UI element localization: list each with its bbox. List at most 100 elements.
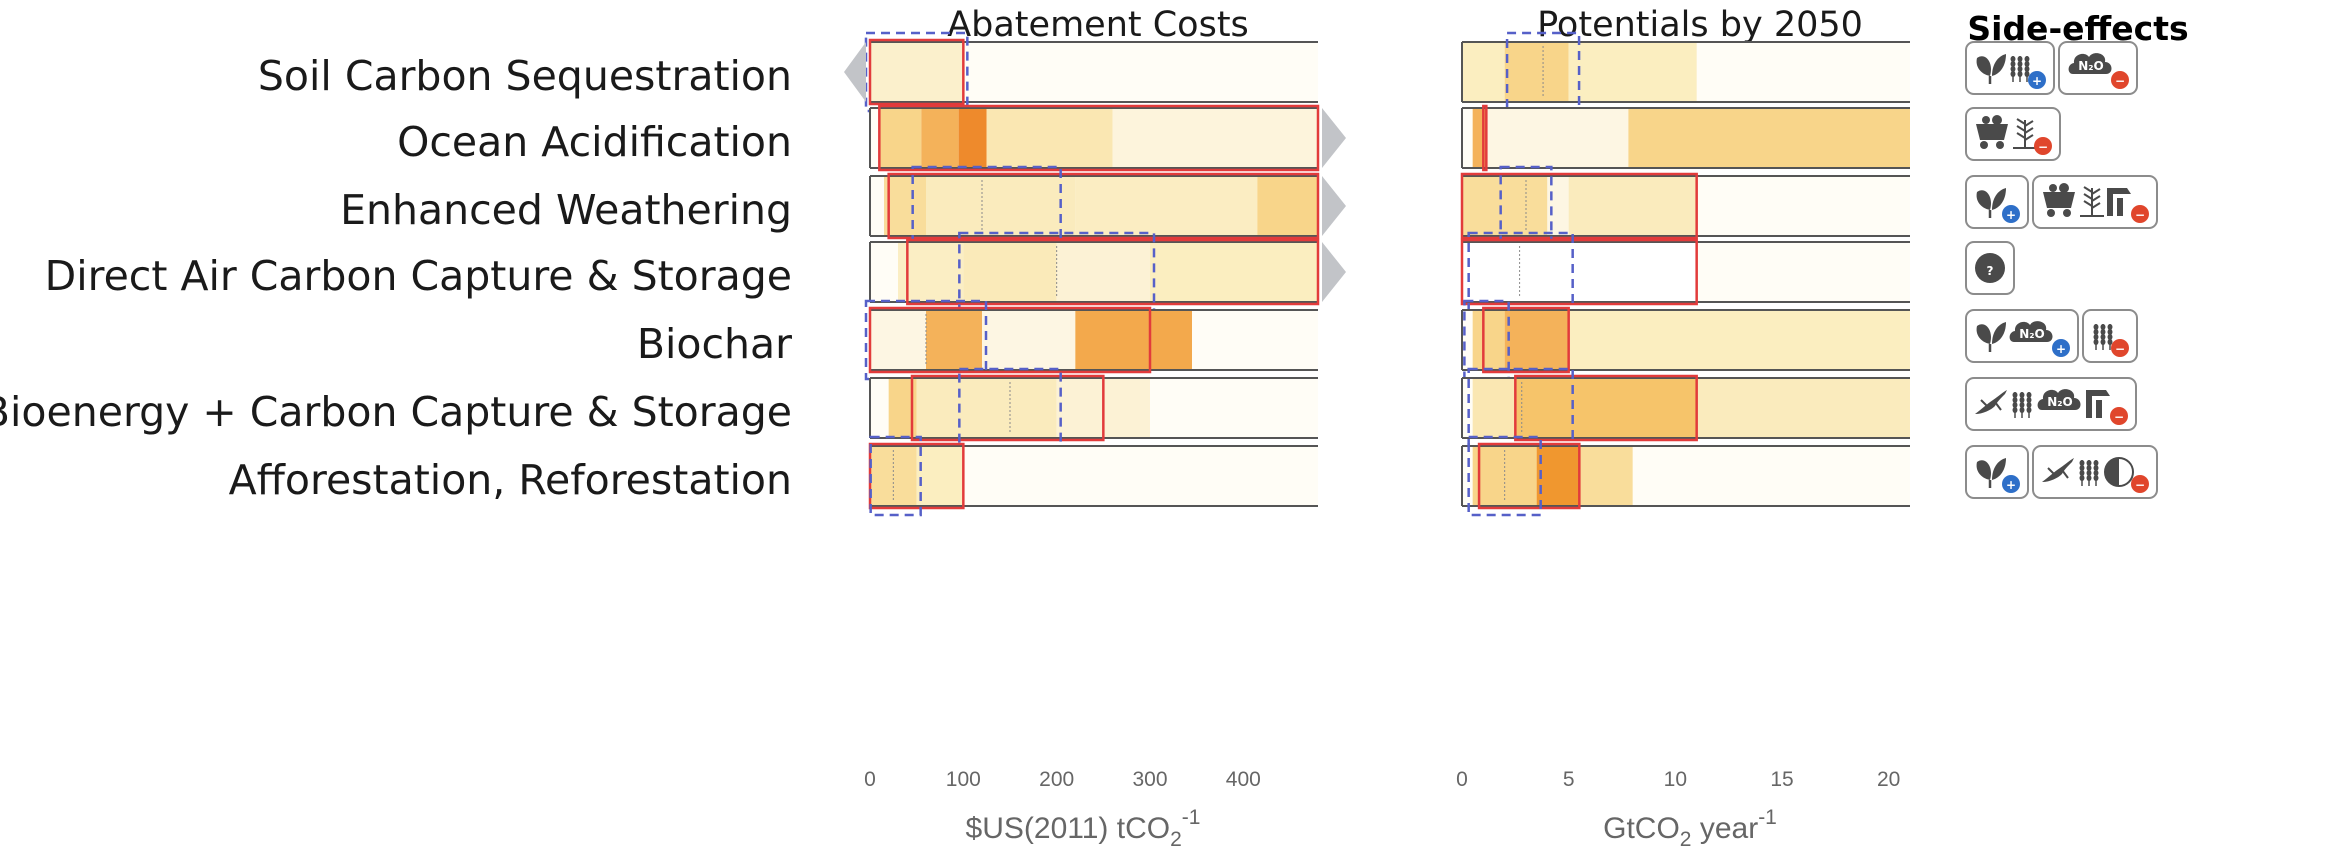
plant-branch xyxy=(2091,188,2101,195)
cart-rock xyxy=(1982,116,1990,124)
grain-kernel xyxy=(2093,475,2099,481)
costs-dashed-box xyxy=(958,231,1156,313)
question-icon: ? xyxy=(1975,253,2005,283)
water-plant-icon xyxy=(2013,118,2037,149)
side-effect-group: N₂O + xyxy=(1965,309,2079,363)
grain-kernel xyxy=(2012,402,2018,408)
potentials-heat-segment xyxy=(1515,378,1697,438)
mining-cart-icon xyxy=(2043,183,2075,217)
sign-symbol: − xyxy=(2114,410,2124,424)
potentials-heat-segment xyxy=(1504,42,1569,102)
row-label-direct-air-carbon-capture-storage: Direct Air Carbon Capture & Storage xyxy=(45,252,792,300)
cart-wheel xyxy=(1980,141,1988,149)
lizard-icon xyxy=(2042,458,2074,482)
leaf-shape xyxy=(1976,56,1991,76)
factory-chimney xyxy=(2086,390,2092,418)
side-effect-group: + xyxy=(1965,175,2029,229)
leaf-icon xyxy=(1976,458,2006,488)
row-label-ocean-acidification: Ocean Acidification xyxy=(397,118,792,166)
potentials-panel: 0 5 10 15 20 xyxy=(1456,31,1910,791)
sign-symbol: − xyxy=(2135,208,2145,222)
side-effect-group: − xyxy=(1965,107,2061,161)
negative-sign-icon: − xyxy=(2034,137,2052,155)
leaf-icon xyxy=(1976,322,2006,352)
grain-kernel xyxy=(2093,324,2099,330)
costs-row-bioenergy-carbon-capture-storage xyxy=(869,367,1318,449)
grain-kernel xyxy=(2026,392,2032,398)
sign-circle xyxy=(2131,475,2149,493)
lizard-leg xyxy=(1980,399,1988,407)
potentials-range-box xyxy=(1514,374,1698,442)
sign-circle xyxy=(2002,475,2020,493)
potentials-heat-segment xyxy=(1568,310,1910,370)
negative-sign-icon: − xyxy=(2111,339,2129,357)
grain-kernel xyxy=(2026,407,2032,413)
cart-wheel xyxy=(1996,141,2004,149)
costs-heat-segment xyxy=(982,310,1076,370)
cart-wheel xyxy=(2063,209,2071,217)
negative-sign-icon: − xyxy=(2110,407,2128,425)
factory-chimney xyxy=(2117,198,2123,216)
sign-symbol: − xyxy=(2115,342,2125,356)
side-effect-group: − xyxy=(2082,309,2138,363)
costs-heat-segment xyxy=(916,446,964,506)
costs-heat-segment xyxy=(958,108,987,168)
potentials-row-enhanced-weathering xyxy=(1460,165,1910,247)
cart-rock xyxy=(1992,115,2002,125)
plant-branch xyxy=(2024,120,2034,127)
grain-kernel xyxy=(2100,334,2106,340)
row-label-soil-carbon-sequestration: Soil Carbon Sequestration xyxy=(258,52,792,100)
cart-body xyxy=(1976,124,2008,140)
grain-kernel xyxy=(2010,66,2016,72)
side-effects-soil-carbon-sequestration: + N₂O− xyxy=(1965,41,2138,95)
potentials-dashed-box xyxy=(1467,435,1542,517)
side-effects-ocean-acidification: − xyxy=(1965,107,2061,161)
potentials-column-title: Potentials by 2050 xyxy=(1537,5,1863,45)
grain-kernel xyxy=(2017,61,2023,67)
grain-kernel xyxy=(2100,324,2106,330)
grain-kernel xyxy=(2017,66,2023,72)
costs-heat-segment xyxy=(1075,176,1258,236)
grain-kernel xyxy=(2010,61,2016,67)
n2o-label: N₂O xyxy=(2047,395,2073,409)
lizard-icon xyxy=(1975,390,2007,414)
plant-branch xyxy=(2016,125,2026,132)
costs-row-afforestation-reforestation xyxy=(868,435,1318,517)
plant-branch xyxy=(2091,195,2101,202)
potentials-heat-segment xyxy=(1462,176,1548,236)
grain-kernel xyxy=(2079,475,2085,481)
factory-icon xyxy=(2107,188,2131,216)
side-effects-afforestation-reforestation: + − xyxy=(1965,445,2158,499)
costs-tick-label: 100 xyxy=(946,768,981,791)
grain-icon xyxy=(2010,56,2030,82)
grain-kernel xyxy=(2093,460,2099,466)
side-effects-biochar: N₂O + − xyxy=(1965,309,2138,363)
grain-kernel xyxy=(2012,397,2018,403)
grain-kernel xyxy=(2093,465,2099,471)
potentials-heat-segment xyxy=(1696,378,1910,438)
grain-icon xyxy=(2012,392,2032,418)
lizard-leg xyxy=(2047,467,2055,475)
grain-kernel xyxy=(2086,460,2092,466)
cloud-shape xyxy=(2009,321,2053,342)
costs-heat-segment xyxy=(1075,310,1192,370)
grain-kernel xyxy=(2086,475,2092,481)
sign-symbol: + xyxy=(2006,208,2016,222)
water-plant-icon xyxy=(2080,186,2104,217)
side-effect-group: N₂O − xyxy=(1965,377,2137,431)
n2o-cloud-icon: N₂O xyxy=(2037,389,2081,410)
grain-kernel xyxy=(2107,334,2113,340)
costs-right-arrow xyxy=(1322,242,1346,302)
costs-heat-segment xyxy=(879,108,922,168)
grain-kernel xyxy=(2107,329,2113,335)
grain-kernel xyxy=(2026,402,2032,408)
grain-icon xyxy=(2093,324,2113,350)
costs-range-box xyxy=(887,172,1320,240)
costs-heat-segment xyxy=(870,42,964,102)
grain-kernel xyxy=(2024,66,2030,72)
lizard-leg xyxy=(1994,401,2002,411)
positive-sign-icon: + xyxy=(2028,71,2046,89)
question-mark: ? xyxy=(1987,264,1994,278)
grain-kernel xyxy=(2100,329,2106,335)
